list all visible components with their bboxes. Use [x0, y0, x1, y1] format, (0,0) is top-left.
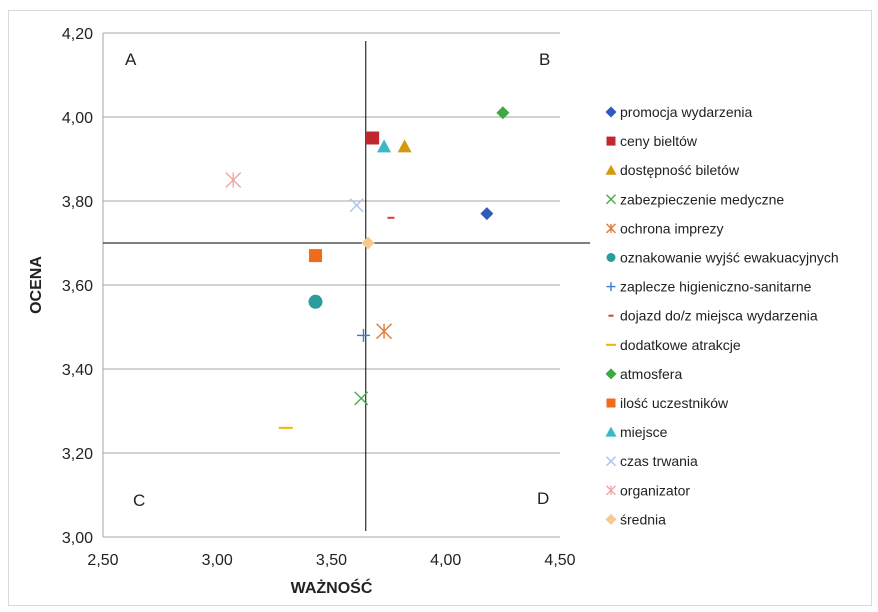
legend-marker — [605, 106, 617, 118]
data-points — [225, 106, 510, 429]
chart-frame: 3,00 3,20 3,40 3,60 3,80 4,00 4,20 2,50 3,00 3,50… — [8, 10, 872, 606]
data-point — [377, 139, 392, 153]
legend-marker — [605, 164, 617, 175]
grid-layer — [102, 32, 560, 538]
legend-label: dojazd do/z miejsca wydarzenia — [620, 308, 818, 324]
quadrant-label-a: A — [125, 50, 137, 69]
legend-label: ceny bieltów — [620, 133, 698, 149]
legend-label: ochrona imprezy — [620, 220, 724, 236]
x-tick-label: 2,50 — [87, 552, 118, 569]
legend-marker — [606, 398, 616, 408]
legend-marker — [605, 426, 617, 437]
legend-label: miejsce — [620, 424, 668, 440]
legend-marker — [606, 456, 616, 467]
legend-label: dodatkowe atrakcje — [620, 337, 741, 353]
data-point — [356, 328, 370, 342]
x-tick-label: 3,50 — [316, 552, 347, 569]
x-tick-label: 4,50 — [544, 552, 575, 569]
x-tick-label: 4,00 — [430, 552, 461, 569]
scatter-chart: 3,00 3,20 3,40 3,60 3,80 4,00 4,20 2,50 3,00 3,50… — [28, 26, 839, 597]
x-tick-label: 3,00 — [202, 552, 233, 569]
y-tick-label: 3,80 — [62, 194, 93, 211]
y-tick-label: 4,00 — [62, 110, 93, 127]
data-point — [354, 391, 369, 406]
quadrant-label-b: B — [539, 50, 550, 69]
data-point — [496, 106, 510, 120]
y-axis-title: OCENA — [28, 256, 45, 314]
legend-marker — [606, 223, 616, 234]
legend-marker — [606, 253, 616, 262]
data-point — [376, 323, 393, 340]
legend-marker — [606, 282, 616, 292]
legend-label: dostępność biletów — [620, 162, 740, 178]
y-tick-label: 3,60 — [62, 278, 93, 295]
legend-marker — [605, 368, 617, 380]
x-axis-title: WAŻNOŚĆ — [291, 578, 373, 597]
reference-lines — [103, 41, 590, 531]
data-point — [349, 198, 364, 213]
y-tick-label: 3,20 — [62, 446, 93, 463]
legend-label: promocja wydarzenia — [620, 104, 752, 120]
data-point — [366, 131, 380, 145]
legend-label: ilość uczestników — [620, 395, 729, 411]
legend-marker — [605, 513, 617, 525]
legend-label: zaplecze higieniczno-sanitarne — [620, 279, 812, 295]
legend-label: atmosfera — [620, 366, 682, 382]
legend-label: czas trwania — [620, 453, 698, 469]
data-point — [309, 249, 323, 263]
y-tick-label: 3,40 — [62, 362, 93, 379]
data-point — [397, 139, 412, 153]
legend-marker — [606, 485, 616, 496]
legend-label: organizator — [620, 482, 690, 498]
legend-marker — [606, 136, 616, 146]
data-point — [480, 207, 494, 221]
quadrant-label-d: D — [537, 489, 549, 508]
legend: promocja wydarzenia ceny bieltów dostępnoś… — [605, 104, 839, 527]
legend-label: zabezpieczenie medyczne — [620, 191, 784, 207]
quadrant-label-c: C — [133, 491, 145, 510]
legend-label: oznakowanie wyjść ewakuacyjnych — [620, 250, 839, 266]
y-tick-label: 3,00 — [62, 530, 93, 547]
tick-labels: 3,00 3,20 3,40 3,60 3,80 4,00 4,20 2,50 3,00 3,50… — [62, 26, 576, 569]
legend-marker — [606, 194, 616, 205]
data-point — [308, 294, 323, 309]
y-tick-label: 4,20 — [62, 26, 93, 43]
data-point — [361, 236, 375, 250]
legend-label: średnia — [620, 511, 666, 527]
data-point — [225, 172, 242, 188]
